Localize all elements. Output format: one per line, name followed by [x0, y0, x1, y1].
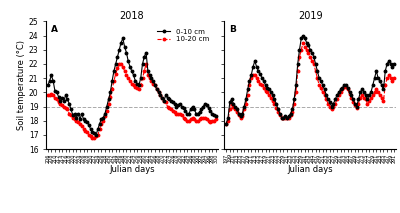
Legend: 0-10 cm, 10-20 cm: 0-10 cm, 10-20 cm: [155, 27, 211, 43]
0-10 cm: [344, 84, 348, 86]
10-20 cm: [52, 97, 57, 99]
10-20 cm: [174, 112, 179, 115]
0-10 cm: [224, 122, 229, 125]
10-20 cm: [349, 97, 354, 99]
10-20 cm: [392, 77, 397, 79]
0-10 cm: [94, 134, 98, 136]
10-20 cm: [344, 85, 348, 88]
Text: B: B: [230, 25, 236, 34]
0-10 cm: [301, 34, 306, 37]
0-10 cm: [213, 115, 218, 118]
Title: 2018: 2018: [120, 10, 144, 20]
0-10 cm: [52, 90, 57, 92]
0-10 cm: [172, 102, 177, 105]
0-10 cm: [167, 98, 172, 101]
Title: 2019: 2019: [298, 10, 322, 20]
0-10 cm: [45, 84, 50, 86]
0-10 cm: [231, 102, 236, 105]
10-20 cm: [172, 111, 177, 114]
10-20 cm: [163, 101, 168, 104]
10-20 cm: [254, 77, 259, 79]
10-20 cm: [76, 121, 80, 123]
0-10 cm: [76, 112, 80, 115]
Y-axis label: Soil temperature (°C): Soil temperature (°C): [17, 40, 26, 130]
X-axis label: Julian days: Julian days: [109, 166, 154, 174]
Line: 10-20 cm: 10-20 cm: [225, 41, 396, 125]
0-10 cm: [174, 105, 179, 108]
10-20 cm: [117, 63, 122, 65]
0-10 cm: [120, 37, 125, 40]
10-20 cm: [213, 118, 218, 121]
10-20 cm: [351, 101, 356, 104]
X-axis label: Julian days: Julian days: [288, 166, 333, 174]
0-10 cm: [163, 94, 168, 96]
10-20 cm: [340, 88, 345, 91]
Line: 10-20 cm: 10-20 cm: [46, 63, 217, 139]
0-10 cm: [392, 63, 397, 65]
0-10 cm: [340, 87, 345, 89]
10-20 cm: [167, 107, 172, 109]
Text: A: A: [51, 25, 58, 34]
10-20 cm: [45, 94, 50, 96]
10-20 cm: [90, 137, 95, 139]
0-10 cm: [254, 65, 259, 68]
10-20 cm: [224, 122, 229, 125]
Line: 0-10 cm: 0-10 cm: [225, 34, 396, 125]
10-20 cm: [231, 105, 236, 108]
Line: 0-10 cm: 0-10 cm: [46, 37, 217, 136]
0-10 cm: [349, 94, 354, 96]
10-20 cm: [301, 41, 306, 44]
0-10 cm: [351, 98, 356, 101]
